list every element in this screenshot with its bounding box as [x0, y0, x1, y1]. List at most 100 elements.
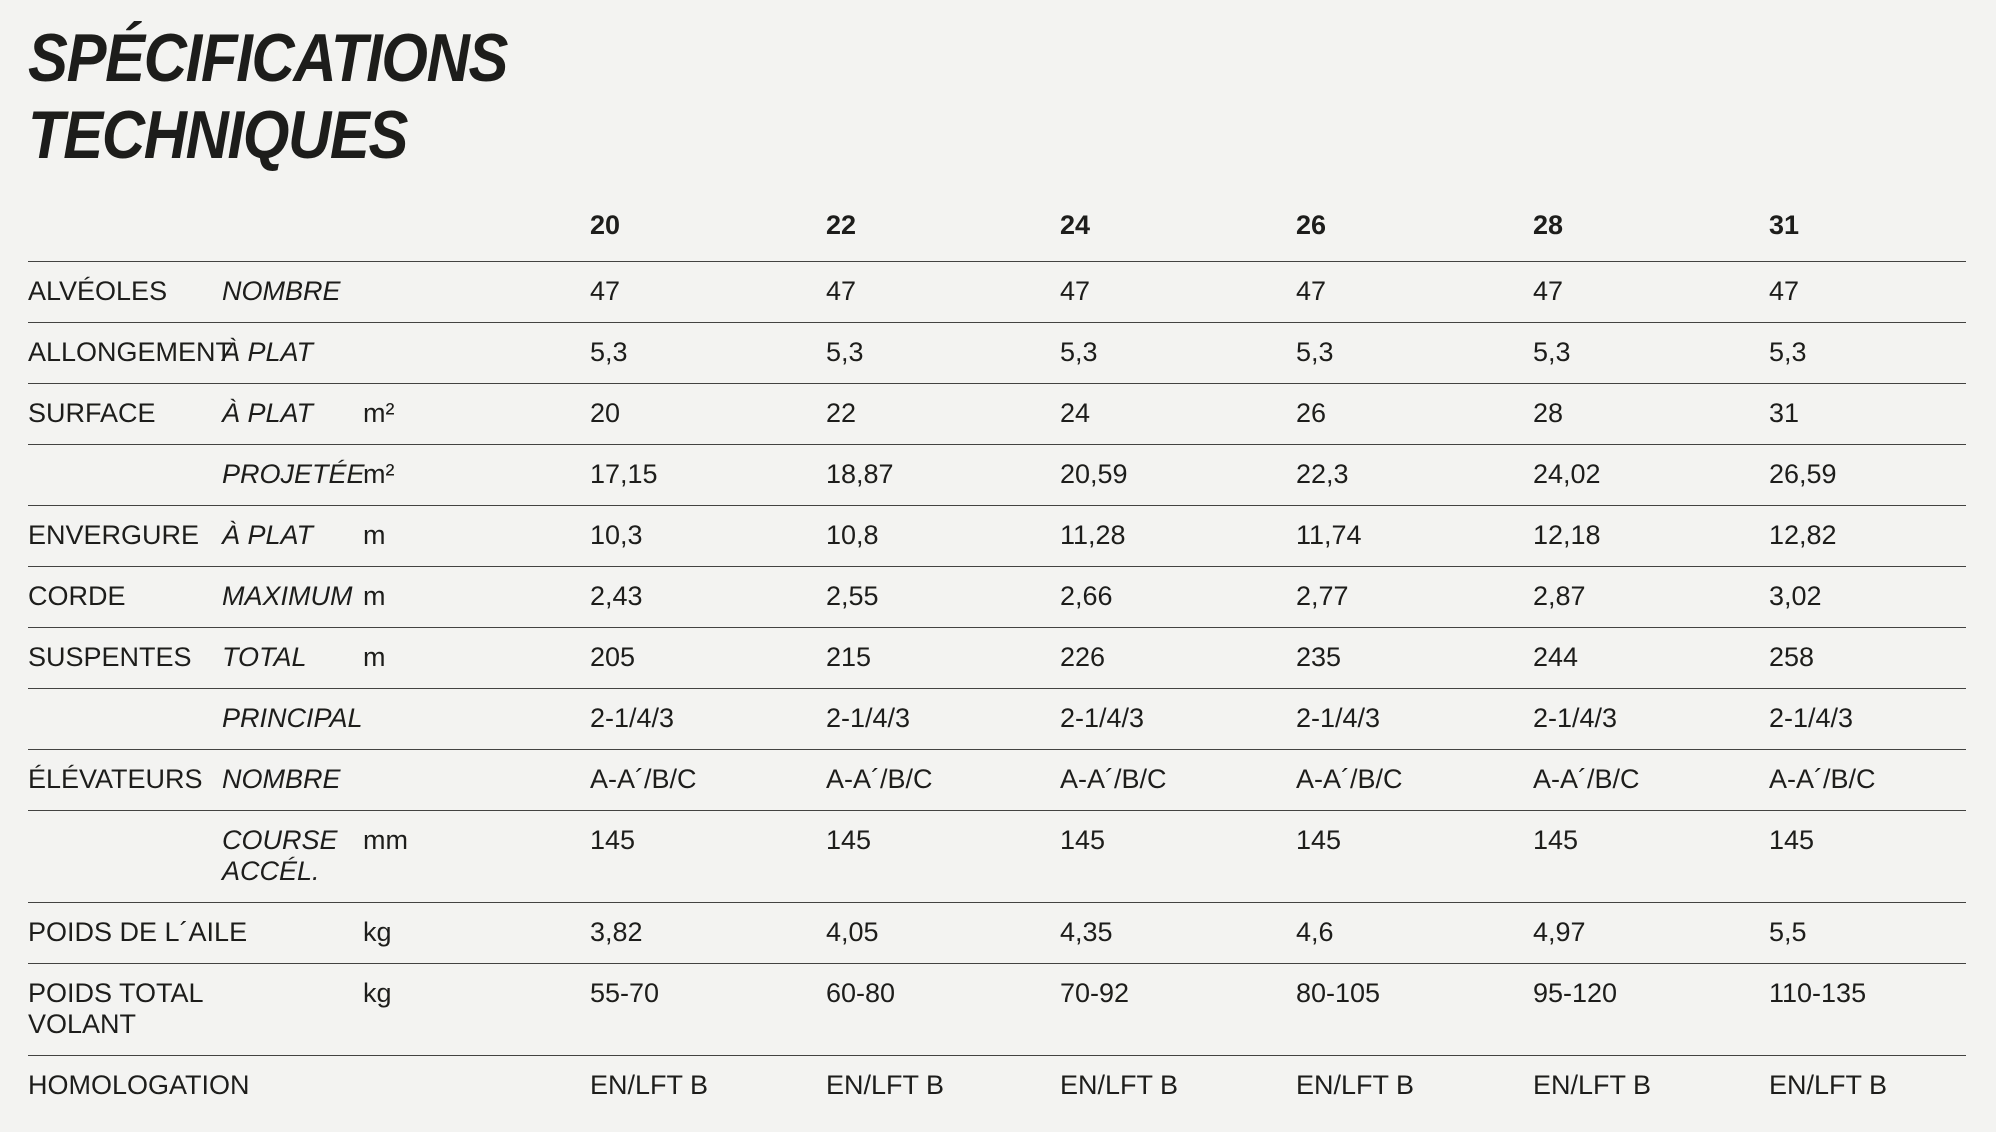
row-label: [28, 688, 222, 750]
row-sublabel: À PLAT: [222, 383, 363, 445]
row-unit: [363, 261, 590, 323]
row-unit: m: [363, 505, 590, 567]
row-label: ALVÉOLES: [28, 261, 222, 323]
table-row: HOMOLOGATION EN/LFT B EN/LFT B EN/LFT B …: [28, 1056, 1966, 1117]
row-value: 10,3: [590, 505, 826, 567]
row-value: 47: [826, 261, 1060, 323]
row-value: 10,8: [826, 505, 1060, 567]
row-label: [28, 810, 222, 903]
row-sublabel: À PLAT: [222, 322, 363, 384]
row-unit: m: [363, 627, 590, 689]
row-unit: [363, 688, 590, 750]
row-value: 17,15: [590, 444, 826, 506]
row-label: HOMOLOGATION: [28, 1070, 250, 1100]
row-value: EN/LFT B: [1533, 1070, 1652, 1100]
row-unit: kg: [363, 963, 590, 1056]
row-value: 26: [1296, 383, 1533, 445]
row-value: 2,87: [1533, 566, 1769, 628]
row-value: EN/LFT B: [1296, 1070, 1415, 1100]
row-value: EN/LFT B: [590, 1070, 709, 1100]
row-value: 22: [826, 383, 1060, 445]
row-value: 205: [590, 627, 826, 689]
row-value: A-A´/B/C: [1296, 749, 1533, 811]
row-value: 145: [1769, 810, 1966, 903]
row-label: SURFACE: [28, 383, 222, 445]
row-value: 4,35: [1060, 902, 1296, 964]
row-value: 47: [590, 261, 826, 323]
row-value: A-A´/B/C: [1060, 749, 1296, 811]
row-value: 5,3: [1533, 322, 1769, 384]
table-row: PROJETÉE m² 17,15 18,87 20,59 22,3 24,02…: [28, 444, 1966, 506]
row-value: EN/LFT B: [1769, 1070, 1888, 1100]
row-label: ALLONGEMENT: [28, 322, 232, 384]
row-label: CORDE: [28, 566, 222, 628]
row-value: 226: [1060, 627, 1296, 689]
spec-sheet-page: SPÉCIFICATIONS TECHNIQUES 20 22 24 26: [0, 20, 1996, 1132]
row-unit: mm: [363, 810, 590, 903]
table-row: ENVERGURE À PLAT m 10,3 10,8 11,28 11,74…: [28, 505, 1966, 567]
header-spacer-label: [28, 188, 222, 262]
header-spacer-unit: [363, 188, 590, 262]
row-value: 258: [1769, 627, 1966, 689]
row-sublabel: NOMBRE: [222, 749, 363, 811]
table-row: SUSPENTES TOTAL m 205 215 226 235 244 25…: [28, 627, 1966, 689]
row-unit: m²: [363, 444, 590, 506]
page-title-line-2: TECHNIQUES: [28, 97, 408, 173]
size-header: 26: [1296, 188, 1533, 262]
row-value: 5,5: [1769, 902, 1966, 964]
row-label: ENVERGURE: [28, 505, 222, 567]
row-value: 95-120: [1533, 963, 1769, 1056]
spec-table-body: ALVÉOLES NOMBRE 47 47 47 47 47 47 ALLONG…: [28, 261, 1966, 1117]
table-row: POIDS TOTAL VOLANT kg 55-70 60-80 70-92 8…: [28, 963, 1966, 1056]
row-value: 55-70: [590, 963, 826, 1056]
row-sublabel: MAXIMUM: [222, 566, 363, 628]
row-value: 2-1/4/3: [1060, 688, 1296, 750]
row-sublabel: PROJETÉE: [222, 444, 365, 506]
row-label: POIDS TOTAL VOLANT: [28, 963, 222, 1056]
row-unit: [363, 749, 590, 811]
table-row: ALLONGEMENT À PLAT 5,3 5,3 5,3 5,3 5,3 5…: [28, 322, 1966, 384]
spec-table-header: 20 22 24 26 28 31: [28, 188, 1966, 262]
row-value: 11,28: [1060, 505, 1296, 567]
row-unit: [363, 322, 590, 384]
row-value: 60-80: [826, 963, 1060, 1056]
row-value: 2,55: [826, 566, 1060, 628]
page-title: SPÉCIFICATIONS TECHNIQUES: [28, 20, 1996, 174]
row-value: 5,3: [1296, 322, 1533, 384]
size-header: 22: [826, 188, 1060, 262]
row-sublabel: COURSE ACCÉL.: [222, 810, 363, 903]
row-value: A-A´/B/C: [1533, 749, 1769, 811]
row-value: 145: [590, 810, 826, 903]
row-label: POIDS DE L´AILE: [28, 902, 247, 964]
page-title-line-1: SPÉCIFICATIONS: [28, 20, 508, 96]
row-value: 145: [1060, 810, 1296, 903]
row-value: 5,3: [1769, 322, 1966, 384]
row-value: 47: [1060, 261, 1296, 323]
size-header: 31: [1769, 188, 1966, 262]
row-value: 12,18: [1533, 505, 1769, 567]
row-value: 110-135: [1769, 963, 1966, 1056]
row-sublabel: TOTAL: [222, 627, 363, 689]
row-value: EN/LFT B: [1060, 1070, 1179, 1100]
row-value: 2-1/4/3: [590, 688, 826, 750]
header-spacer-sublabel: [222, 188, 363, 262]
row-value: 2-1/4/3: [1769, 688, 1966, 750]
size-header-row: 20 22 24 26 28 31: [28, 188, 1966, 262]
row-unit: [363, 1056, 590, 1117]
row-value: 215: [826, 627, 1060, 689]
table-row: CORDE MAXIMUM m 2,43 2,55 2,66 2,77 2,87…: [28, 566, 1966, 628]
row-value: 5,3: [590, 322, 826, 384]
row-value: 3,82: [590, 902, 826, 964]
table-row: POIDS DE L´AILE kg 3,82 4,05 4,35 4,6 4,…: [28, 902, 1966, 964]
size-header: 28: [1533, 188, 1769, 262]
row-value: 145: [1296, 810, 1533, 903]
row-value: 2-1/4/3: [826, 688, 1060, 750]
row-value: 4,05: [826, 902, 1060, 964]
row-unit: m: [363, 566, 590, 628]
row-value: 47: [1769, 261, 1966, 323]
row-value: 80-105: [1296, 963, 1533, 1056]
row-value: 2,66: [1060, 566, 1296, 628]
row-value: 2-1/4/3: [1533, 688, 1769, 750]
row-value: 2-1/4/3: [1296, 688, 1533, 750]
row-value: 20,59: [1060, 444, 1296, 506]
